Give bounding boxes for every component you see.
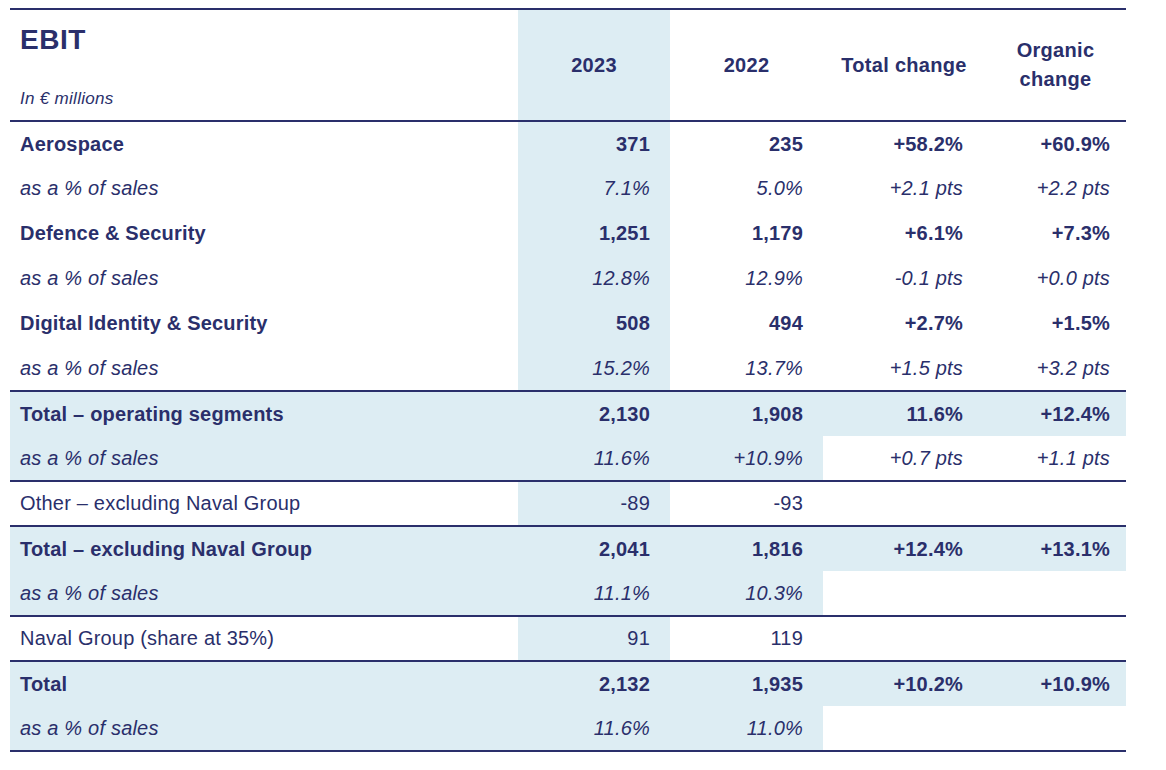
row-label: as a % of sales xyxy=(10,346,518,391)
value-organic-change: +60.9% xyxy=(985,121,1126,166)
value-2022: 1,179 xyxy=(670,211,823,256)
table-row-aerospace: Aerospace 371 235 +58.2% +60.9% xyxy=(10,121,1126,166)
page-title: EBIT xyxy=(20,26,86,54)
value-organic-change: +3.2 pts xyxy=(985,346,1126,391)
value-total-change xyxy=(823,616,985,661)
value-2023: 11.6% xyxy=(518,436,670,481)
value-2023: 12.8% xyxy=(518,256,670,301)
value-organic-change: +2.2 pts xyxy=(985,166,1126,211)
row-label: as a % of sales xyxy=(10,256,518,301)
row-label: Digital Identity & Security xyxy=(10,301,518,346)
title-cell: EBIT In € millions xyxy=(10,9,518,121)
value-organic-change: +13.1% xyxy=(985,526,1126,571)
value-2022: -93 xyxy=(670,481,823,526)
table-row-total-operating-pct-of-sales: as a % of sales 11.6% +10.9% +0.7 pts +1… xyxy=(10,436,1126,481)
table-row-aerospace-pct-of-sales: as a % of sales 7.1% 5.0% +2.1 pts +2.2 … xyxy=(10,166,1126,211)
column-header-2023: 2023 xyxy=(518,9,670,121)
value-2022: 13.7% xyxy=(670,346,823,391)
table-row-defence-security: Defence & Security 1,251 1,179 +6.1% +7.… xyxy=(10,211,1126,256)
table-row-total: Total 2,132 1,935 +10.2% +10.9% xyxy=(10,661,1126,706)
value-2023: -89 xyxy=(518,481,670,526)
value-2022: 235 xyxy=(670,121,823,166)
column-header-2022: 2022 xyxy=(670,9,823,121)
table-row-digital-identity-pct-of-sales: as a % of sales 15.2% 13.7% +1.5 pts +3.… xyxy=(10,346,1126,391)
value-2022: 119 xyxy=(670,616,823,661)
column-header-organic-change-label: Organic change xyxy=(985,36,1126,94)
table-row-digital-identity-security: Digital Identity & Security 508 494 +2.7… xyxy=(10,301,1126,346)
table-row-total-operating-segments: Total – operating segments 2,130 1,908 1… xyxy=(10,391,1126,436)
value-total-change: +6.1% xyxy=(823,211,985,256)
value-2022: +10.9% xyxy=(670,436,823,481)
value-2023: 15.2% xyxy=(518,346,670,391)
unit-note: In € millions xyxy=(20,90,114,107)
value-2023: 2,041 xyxy=(518,526,670,571)
row-label: Aerospace xyxy=(10,121,518,166)
value-total-change: 11.6% xyxy=(823,391,985,436)
value-2023: 11.1% xyxy=(518,571,670,616)
column-header-total-change: Total change xyxy=(823,9,985,121)
value-2022: 494 xyxy=(670,301,823,346)
value-2022: 5.0% xyxy=(670,166,823,211)
value-2023: 371 xyxy=(518,121,670,166)
value-organic-change: +10.9% xyxy=(985,661,1126,706)
value-organic-change: +1.1 pts xyxy=(985,436,1126,481)
value-2023: 508 xyxy=(518,301,670,346)
value-total-change xyxy=(823,481,985,526)
table-row-defence-security-pct-of-sales: as a % of sales 12.8% 12.9% -0.1 pts +0.… xyxy=(10,256,1126,301)
row-label: as a % of sales xyxy=(10,436,518,481)
value-organic-change xyxy=(985,571,1126,616)
value-organic-change: +1.5% xyxy=(985,301,1126,346)
value-total-change xyxy=(823,706,985,751)
row-label: as a % of sales xyxy=(10,706,518,751)
value-2023: 2,132 xyxy=(518,661,670,706)
value-organic-change: +0.0 pts xyxy=(985,256,1126,301)
table-row-total-excluding-naval-group: Total – excluding Naval Group 2,041 1,81… xyxy=(10,526,1126,571)
row-label: Defence & Security xyxy=(10,211,518,256)
value-2023: 7.1% xyxy=(518,166,670,211)
row-label: Total – excluding Naval Group xyxy=(10,526,518,571)
value-total-change xyxy=(823,571,985,616)
row-label: Naval Group (share at 35%) xyxy=(10,616,518,661)
table-row-naval-group-share: Naval Group (share at 35%) 91 119 xyxy=(10,616,1126,661)
value-organic-change xyxy=(985,616,1126,661)
value-organic-change: +12.4% xyxy=(985,391,1126,436)
value-total-change: +2.1 pts xyxy=(823,166,985,211)
value-2022: 1,935 xyxy=(670,661,823,706)
table-row-total-pct-of-sales: as a % of sales 11.6% 11.0% xyxy=(10,706,1126,751)
value-total-change: +12.4% xyxy=(823,526,985,571)
table-row-other-excluding-naval-group: Other – excluding Naval Group -89 -93 xyxy=(10,481,1126,526)
value-2022: 1,908 xyxy=(670,391,823,436)
value-2022: 11.0% xyxy=(670,706,823,751)
value-total-change: +58.2% xyxy=(823,121,985,166)
value-organic-change: +7.3% xyxy=(985,211,1126,256)
row-label: Total xyxy=(10,661,518,706)
value-2023: 11.6% xyxy=(518,706,670,751)
value-2022: 1,816 xyxy=(670,526,823,571)
ebit-table: EBIT In € millions 2023 2022 Total chang… xyxy=(10,8,1126,752)
row-label: as a % of sales xyxy=(10,166,518,211)
value-2023: 1,251 xyxy=(518,211,670,256)
value-organic-change xyxy=(985,706,1126,751)
value-total-change: +2.7% xyxy=(823,301,985,346)
column-header-organic-change: Organic change xyxy=(985,9,1126,121)
table-row-total-excluding-naval-pct-of-sales: as a % of sales 11.1% 10.3% xyxy=(10,571,1126,616)
value-total-change: +0.7 pts xyxy=(823,436,985,481)
value-total-change: -0.1 pts xyxy=(823,256,985,301)
value-2023: 91 xyxy=(518,616,670,661)
value-2022: 10.3% xyxy=(670,571,823,616)
row-label: Total – operating segments xyxy=(10,391,518,436)
value-2023: 2,130 xyxy=(518,391,670,436)
table-header-row: EBIT In € millions 2023 2022 Total chang… xyxy=(10,9,1126,121)
row-label: as a % of sales xyxy=(10,571,518,616)
row-label: Other – excluding Naval Group xyxy=(10,481,518,526)
value-total-change: +10.2% xyxy=(823,661,985,706)
value-total-change: +1.5 pts xyxy=(823,346,985,391)
value-2022: 12.9% xyxy=(670,256,823,301)
value-organic-change xyxy=(985,481,1126,526)
